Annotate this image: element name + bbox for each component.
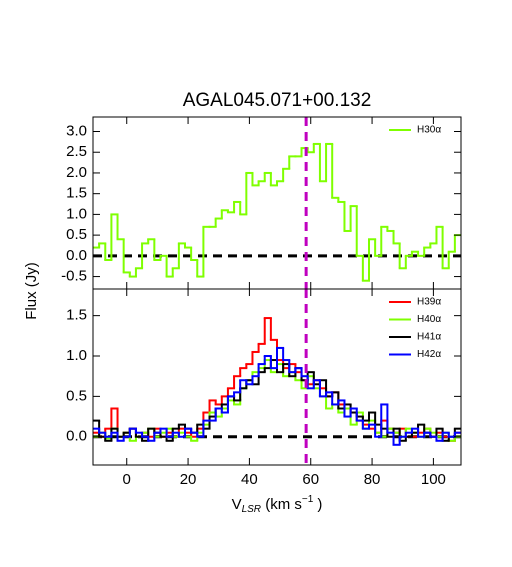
x-label-sub: LSR: [242, 504, 261, 515]
y-tick-label: 2.0: [66, 164, 87, 181]
y-tick-label: 2.5: [66, 143, 87, 160]
x-tick-label: 40: [241, 471, 258, 488]
legend-label: H42α: [417, 349, 441, 360]
y-tick-label: 0.0: [66, 428, 87, 445]
x-label-part: ): [313, 496, 322, 513]
y-tick-label: -0.5: [61, 268, 87, 285]
y-tick-label: 3.0: [66, 122, 87, 139]
step-riser: [98, 347, 456, 445]
step-riser: [98, 143, 456, 281]
x-label-sup: −1: [302, 494, 314, 505]
legend-label: H39α: [417, 297, 441, 308]
y-tick-label: 1.5: [66, 307, 87, 324]
plot-area: [93, 289, 461, 465]
y-tick-label: 0.0: [66, 247, 87, 264]
panel-frame: [92, 288, 462, 466]
y-axis-label: Flux (Jy): [23, 262, 40, 320]
x-tick-label: 100: [421, 471, 446, 488]
y-tick-label: 1.5: [66, 185, 87, 202]
x-label-part: (km s: [261, 496, 302, 513]
plot-area: [93, 117, 461, 289]
y-tick-label: 1.0: [66, 347, 87, 364]
y-tick-label: 0.5: [66, 226, 87, 243]
chart-title: AGAL045.071+00.132: [183, 90, 372, 111]
x-tick-label: 0: [123, 471, 131, 488]
x-axis-label: VLSR (km s−1 ): [232, 494, 323, 515]
x-label-part: V: [232, 496, 242, 513]
legend-label: H41α: [417, 332, 441, 343]
legend-label: H40α: [417, 314, 441, 325]
y-tick-label: 0.5: [66, 387, 87, 404]
x-tick-label: 60: [302, 471, 319, 488]
x-tick-label: 80: [364, 471, 381, 488]
legend-label: H30α: [417, 125, 441, 136]
y-tick-label: 1.0: [66, 205, 87, 222]
x-tick-label: 20: [180, 471, 197, 488]
